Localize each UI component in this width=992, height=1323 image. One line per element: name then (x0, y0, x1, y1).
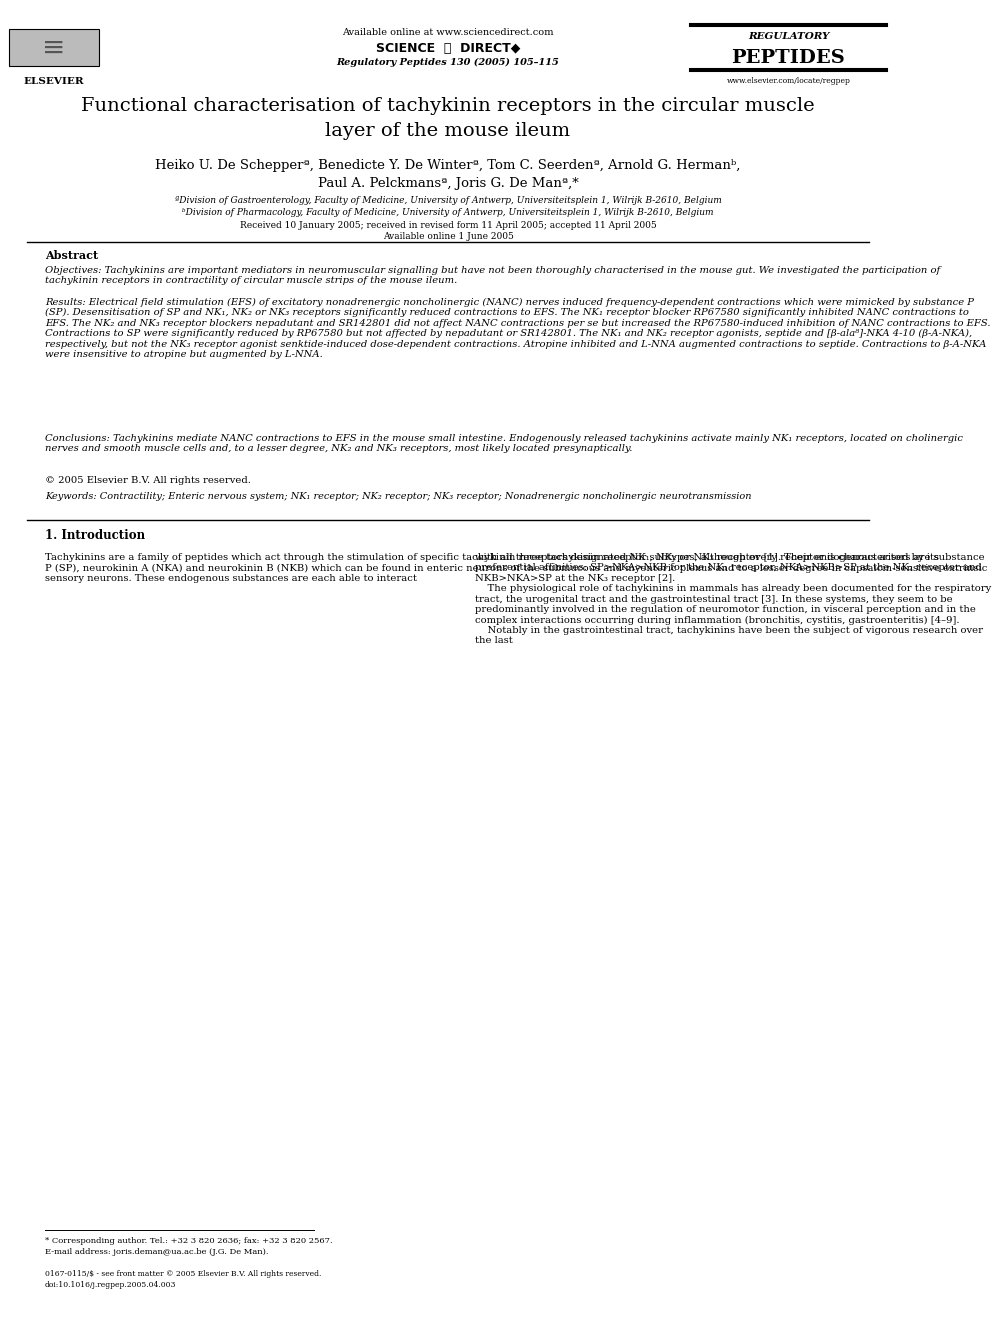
Text: Keywords: Contractility; Enteric nervous system; NK₁ receptor; NK₂ receptor; NK₃: Keywords: Contractility; Enteric nervous… (45, 492, 751, 501)
Text: PEPTIDES: PEPTIDES (731, 49, 845, 67)
Text: Received 10 January 2005; received in revised form 11 April 2005; accepted 11 Ap: Received 10 January 2005; received in re… (240, 221, 657, 230)
Text: Abstract: Abstract (45, 250, 98, 261)
FancyBboxPatch shape (9, 29, 98, 66)
Text: SCIENCE  ⓓ  DIRECT◆: SCIENCE ⓓ DIRECT◆ (376, 42, 520, 56)
Text: 0167-0115/$ - see front matter © 2005 Elsevier B.V. All rights reserved.: 0167-0115/$ - see front matter © 2005 El… (45, 1270, 321, 1278)
Text: doi:10.1016/j.regpep.2005.04.003: doi:10.1016/j.regpep.2005.04.003 (45, 1281, 177, 1289)
Text: with all three tachykinin receptor subtypes, although every receptor is characte: with all three tachykinin receptor subty… (475, 553, 991, 646)
Text: Available online at www.sciencedirect.com: Available online at www.sciencedirect.co… (342, 28, 554, 37)
Text: Tachykinins are a family of peptides which act through the stimulation of specif: Tachykinins are a family of peptides whi… (45, 553, 987, 583)
Text: ªDivision of Gastroenterology, Faculty of Medicine, University of Antwerp, Unive: ªDivision of Gastroenterology, Faculty o… (175, 196, 721, 205)
Text: Functional characterisation of tachykinin receptors in the circular muscle
layer: Functional characterisation of tachykini… (81, 97, 814, 140)
Text: Available online 1 June 2005: Available online 1 June 2005 (383, 232, 514, 241)
Text: www.elsevier.com/locate/regpep: www.elsevier.com/locate/regpep (726, 77, 850, 85)
Text: © 2005 Elsevier B.V. All rights reserved.: © 2005 Elsevier B.V. All rights reserved… (45, 476, 251, 486)
Text: Objectives: Tachykinins are important mediators in neuromuscular signalling but : Objectives: Tachykinins are important me… (45, 266, 940, 286)
Text: * Corresponding author. Tel.: +32 3 820 2636; fax: +32 3 820 2567.: * Corresponding author. Tel.: +32 3 820 … (45, 1237, 332, 1245)
Text: ᵇDivision of Pharmacology, Faculty of Medicine, University of Antwerp, Universit: ᵇDivision of Pharmacology, Faculty of Me… (183, 208, 713, 217)
Text: ≡: ≡ (42, 33, 65, 62)
Text: Results: Electrical field stimulation (EFS) of excitatory nonadrenergic noncholi: Results: Electrical field stimulation (E… (45, 298, 990, 359)
Text: E-mail address: joris.deman@ua.ac.be (J.G. De Man).: E-mail address: joris.deman@ua.ac.be (J.… (45, 1248, 268, 1256)
Text: 1. Introduction: 1. Introduction (45, 529, 145, 542)
Text: REGULATORY: REGULATORY (748, 32, 829, 41)
Text: Regulatory Peptides 130 (2005) 105–115: Regulatory Peptides 130 (2005) 105–115 (336, 58, 559, 67)
Text: Heiko U. De Schepperª, Benedicte Y. De Winterª, Tom C. Seerdenª, Arnold G. Herma: Heiko U. De Schepperª, Benedicte Y. De W… (156, 159, 741, 189)
Text: Conclusions: Tachykinins mediate NANC contractions to EFS in the mouse small int: Conclusions: Tachykinins mediate NANC co… (45, 434, 963, 454)
Text: ELSEVIER: ELSEVIER (24, 77, 84, 86)
